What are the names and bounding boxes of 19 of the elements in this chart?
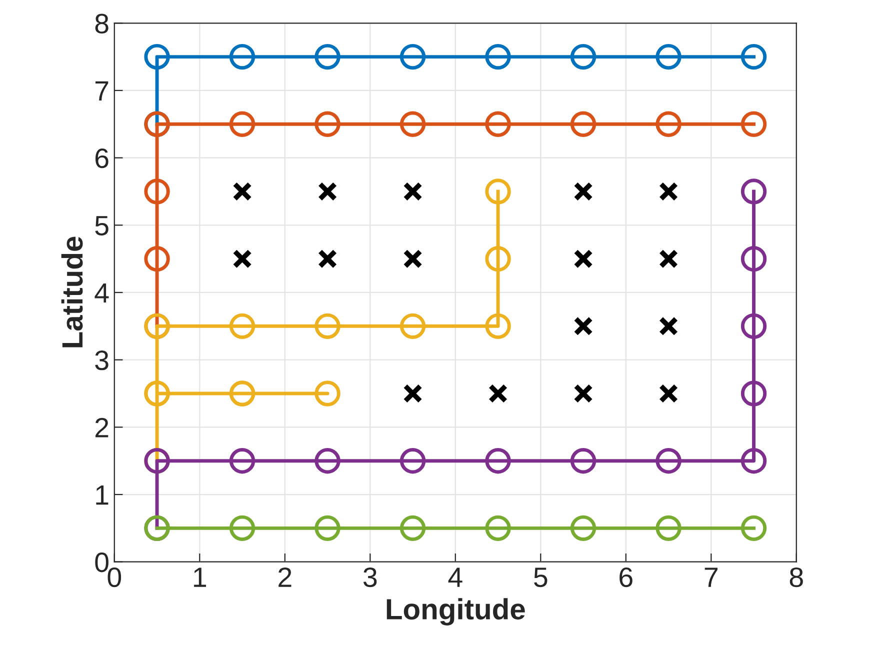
- y-tick-label: 5: [95, 216, 108, 236]
- x-axis-title: Longitude: [386, 598, 525, 626]
- y-tick-label: 0: [95, 552, 108, 572]
- y-tick-label: 7: [96, 81, 108, 101]
- x-tick-label: 2: [278, 567, 292, 587]
- y-tick-label: 3: [95, 350, 108, 370]
- x-tick-label: 7: [704, 568, 718, 587]
- x-tick-label: 6: [620, 567, 632, 588]
- y-tick-label: 2: [95, 418, 108, 438]
- x-tick-label: 3: [363, 567, 377, 588]
- y-tick-label: 8: [95, 14, 108, 34]
- x-tick-label: 4: [448, 568, 462, 587]
- y-axis-title: Latitude: [61, 236, 83, 348]
- x-tick-label: 8: [790, 567, 803, 588]
- y-tick-label: 4: [94, 283, 109, 303]
- y-tick-label: 1: [96, 485, 108, 505]
- y-tick-label: 6: [96, 148, 108, 168]
- x-tick-label: 1: [194, 568, 206, 587]
- x-tick-label: 5: [534, 568, 548, 588]
